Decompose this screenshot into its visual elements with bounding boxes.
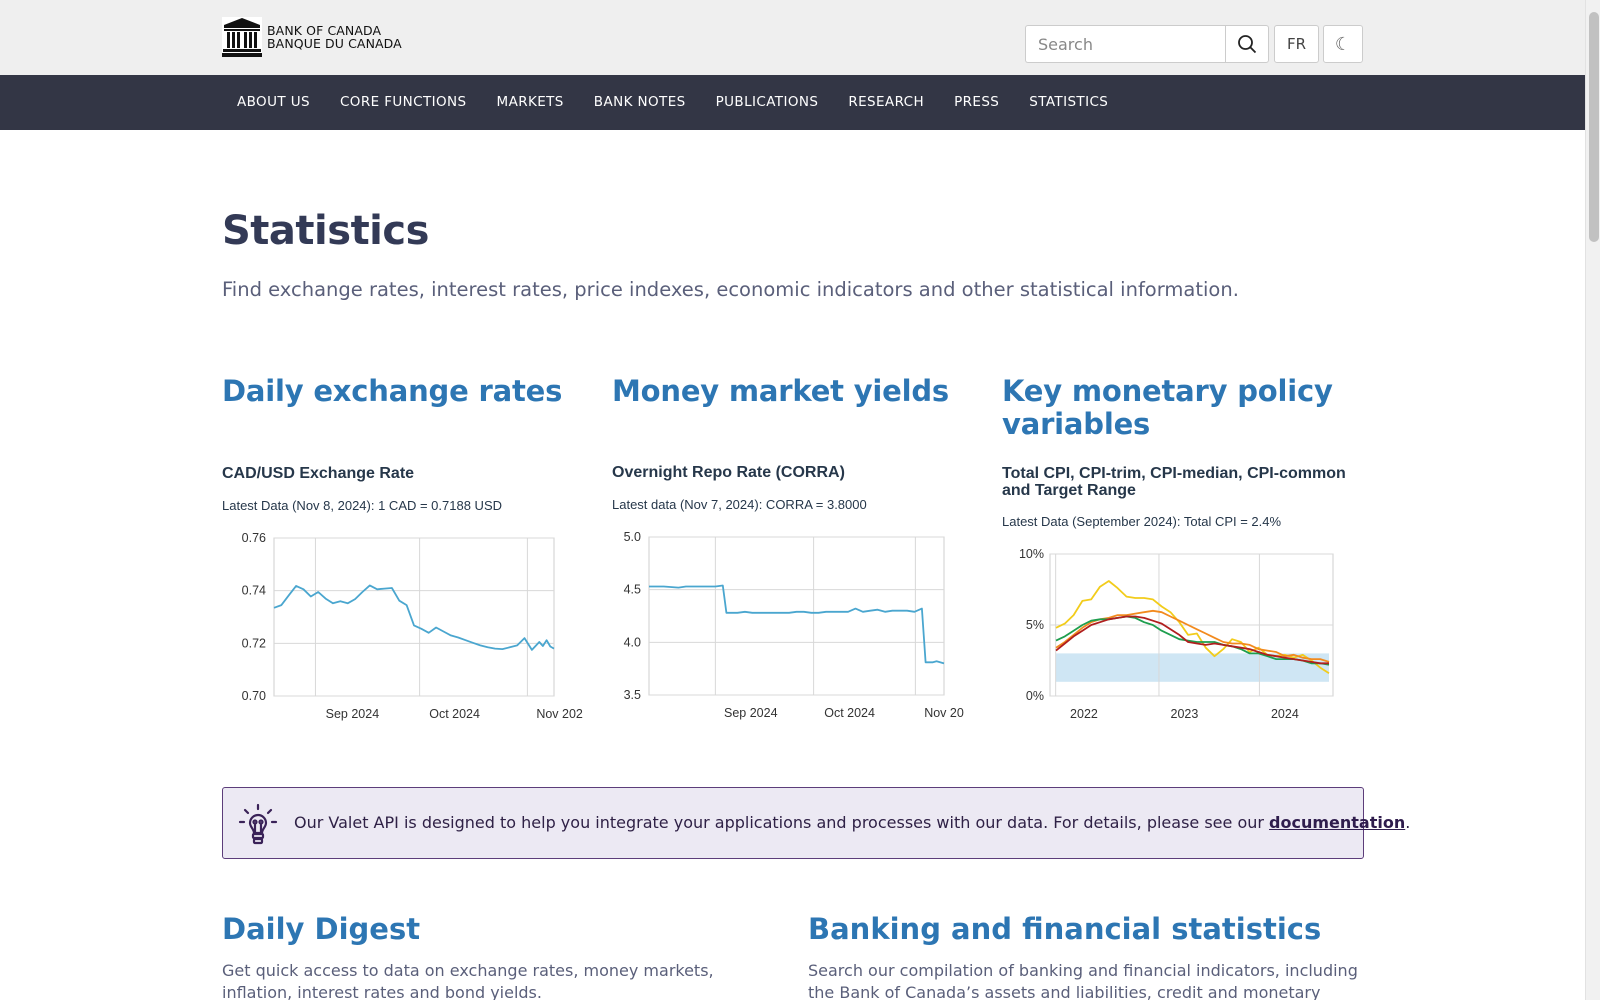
callout-end: . — [1405, 813, 1411, 832]
y-tick-label: 4.5 — [624, 583, 641, 597]
section-heading-daily-digest[interactable]: Daily Digest — [222, 912, 421, 946]
y-tick-label: 3.5 — [624, 688, 641, 702]
moon-icon: ☾ — [1334, 33, 1352, 55]
plot-area — [273, 537, 555, 697]
nav-item-statistics[interactable]: STATISTICS — [1029, 94, 1109, 110]
y-tick-label: 0.72 — [242, 636, 266, 650]
page-title: Statistics — [222, 208, 429, 254]
chart-subtitle-exchange: Latest Data (Nov 8, 2024): 1 CAD = 0.718… — [222, 498, 503, 513]
logo-line-french: BANQUE DU CANADA — [267, 36, 402, 51]
daily-digest-text: Get quick access to data on exchange rat… — [222, 961, 714, 1000]
y-tick-label: 0% — [1026, 689, 1044, 703]
x-tick-label: Oct 2024 — [824, 706, 875, 720]
nav-list: ABOUT US CORE FUNCTIONS MARKETS BANK NOTES P… — [222, 75, 1123, 130]
main-navigation: ABOUT US CORE FUNCTIONS MARKETS BANK NOTES P… — [0, 75, 1585, 130]
language-toggle-button[interactable]: FR — [1274, 25, 1319, 63]
x-tick-label: Nov 202 — [536, 707, 583, 721]
nav-item-markets[interactable]: MARKETS — [496, 94, 564, 110]
chart-title-exchange: CAD/USD Exchange Rate — [222, 465, 415, 482]
nav-item-core-functions[interactable]: CORE FUNCTIONS — [339, 94, 467, 110]
vertical-scrollbar[interactable] — [1585, 0, 1600, 1000]
corra-chart[interactable]: 5.0 4.5 4.0 3.5 Sep 2024 Oct 2024 Nov 20 — [612, 524, 974, 724]
lightbulb-icon — [238, 803, 278, 845]
y-tick-label: 4.0 — [624, 635, 641, 649]
x-tick-label: Sep 2024 — [724, 706, 778, 720]
x-tick-label: Nov 20 — [924, 706, 964, 720]
section-heading-banking-statistics[interactable]: Banking and financial statistics — [808, 912, 1322, 946]
cpi-common-line — [1055, 615, 1329, 665]
cpi-chart[interactable]: 10% 5% 0% 2022 2023 2024 — [1002, 542, 1364, 722]
chart-title-cpi: Total CPI, CPI-trim, CPI-median, CPI-com… — [1002, 465, 1346, 499]
chart-title-corra: Overnight Repo Rate (CORRA) — [612, 464, 845, 481]
chart-subtitle-corra: Latest data (Nov 7, 2024): CORRA = 3.800… — [612, 497, 867, 512]
documentation-link[interactable]: documentation — [1269, 813, 1406, 832]
y-tick-label: 0.70 — [242, 689, 266, 703]
bank-logo[interactable]: BANK OF CANADA BANQUE DU CANADA — [222, 17, 402, 57]
banking-statistics-text: Search our compilation of banking and fi… — [808, 961, 1358, 1000]
exchange-rate-chart[interactable]: 0.76 0.74 0.72 0.70 Sep 2024 Oct 2024 Nov 202 — [222, 525, 584, 725]
y-tick-label: 0.76 — [242, 531, 266, 545]
x-tick-label: 2024 — [1271, 707, 1299, 721]
banking-statistics-section: Banking and financial statistics Search … — [808, 912, 1364, 1000]
section-heading-money-market[interactable]: Money market yields — [612, 374, 949, 408]
plot-area — [648, 536, 945, 696]
exchange-rates-section: Daily exchange rates — [222, 375, 592, 408]
top-header: BANK OF CANADA BANQUE DU CANADA FR ☾ — [0, 0, 1585, 75]
y-tick-label: 5.0 — [624, 530, 641, 544]
chart-subtitle-cpi: Latest Data (September 2024): Total CPI … — [1002, 514, 1282, 529]
page-intro: Find exchange rates, interest rates, pri… — [222, 278, 1239, 301]
monetary-policy-section: Key monetary policy variables — [1002, 375, 1372, 441]
nav-item-publications[interactable]: PUBLICATIONS — [715, 94, 819, 110]
logo-line-english: BANK OF CANADA — [267, 23, 382, 38]
money-market-section: Money market yields — [612, 375, 982, 408]
nav-item-press[interactable]: PRESS — [954, 94, 1000, 110]
search-form — [1025, 25, 1269, 63]
y-tick-label: 5% — [1026, 618, 1044, 632]
search-icon — [1238, 35, 1257, 54]
x-tick-label: Oct 2024 — [429, 707, 480, 721]
cpi-median-line — [1055, 615, 1330, 666]
series-line — [273, 584, 555, 651]
nav-item-about-us[interactable]: ABOUT US — [237, 94, 310, 110]
section-heading-monetary-policy[interactable]: Key monetary policy variables — [1002, 374, 1333, 441]
section-heading-exchange-rates[interactable]: Daily exchange rates — [222, 374, 563, 408]
x-tick-label: 2023 — [1171, 707, 1199, 721]
series-line — [649, 584, 945, 665]
search-button[interactable] — [1225, 25, 1269, 63]
x-tick-label: 2022 — [1070, 707, 1098, 721]
y-tick-label: 10% — [1019, 547, 1044, 561]
x-tick-label: Sep 2024 — [326, 707, 380, 721]
scrollbar-thumb[interactable] — [1589, 12, 1599, 242]
logo-text: BANK OF CANADA BANQUE DU CANADA — [267, 24, 402, 50]
bank-building-icon — [222, 17, 262, 57]
nav-item-research[interactable]: RESEARCH — [848, 94, 925, 110]
daily-digest-section: Daily Digest Get quick access to data on… — [222, 912, 762, 1000]
y-tick-label: 0.74 — [242, 584, 266, 598]
search-input[interactable] — [1025, 25, 1225, 63]
callout-text: Our Valet API is designed to help you in… — [294, 813, 1410, 832]
nav-item-bank-notes[interactable]: BANK NOTES — [593, 94, 686, 110]
valet-api-callout: Our Valet API is designed to help you in… — [222, 787, 1410, 859]
dark-mode-toggle[interactable]: ☾ — [1323, 25, 1363, 63]
callout-body: Our Valet API is designed to help you in… — [294, 813, 1270, 832]
